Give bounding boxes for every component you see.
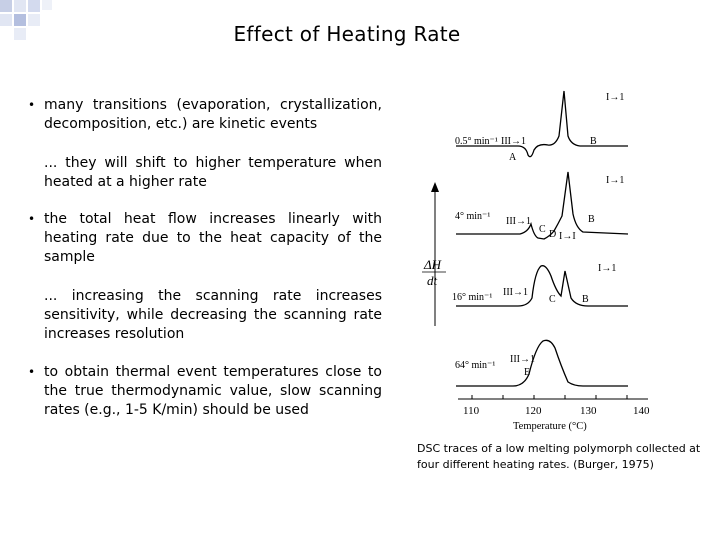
trace-16-rate: 16° min⁻¹	[452, 292, 492, 303]
trace-4-label-ii: I→I	[559, 231, 576, 242]
trace-4-label-c: C	[539, 224, 546, 235]
x-tick-130: 130	[580, 405, 597, 417]
y-axis-label-bottom: dt	[427, 273, 438, 288]
trace-64-rate: 64° min⁻¹	[455, 360, 495, 371]
subpoint-sensitivity-resolution: ... increasing the scanning rate increas…	[44, 288, 382, 342]
trace-0.5-label-b: B	[590, 136, 597, 147]
trace-64-curve	[456, 339, 628, 387]
bullet-text: the total heat flow increases linearly w…	[44, 211, 382, 265]
figure-caption: DSC traces of a low melting polymorph co…	[417, 442, 701, 471]
trace-0.5-label-iii1: III→1	[501, 136, 526, 147]
bullet-kinetic-events: • many transitions (evaporation, crystal…	[26, 96, 382, 134]
trace-0.5-label-a: A	[509, 152, 517, 163]
corner-decoration	[0, 0, 52, 40]
slide-title: Effect of Heating Rate	[233, 22, 461, 46]
x-tick-140: 140	[633, 405, 650, 417]
trace-0.5-curve	[456, 90, 628, 158]
trace-4-curve	[456, 171, 629, 240]
trace-16-label-iii1: III→1	[503, 287, 528, 298]
trace-16-label-c: C	[549, 294, 556, 305]
dsc-traces-figure: ΔH dt 0.5° min⁻¹ I→1 III→1 A B 4° min⁻¹ …	[422, 90, 650, 432]
trace-0.5-label-i1: I→1	[606, 92, 624, 103]
bullet-scanning-rates: • to obtain thermal event temperatures c…	[26, 363, 382, 420]
trace-4-label-b: B	[588, 214, 595, 225]
trace-4-label-i1: I→1	[606, 175, 624, 186]
trace-16-curve	[456, 265, 628, 307]
trace-4-rate: 4° min⁻¹	[455, 211, 490, 222]
trace-4-label-d: D	[549, 229, 556, 240]
trace-16-label-i1: I→1	[598, 263, 616, 274]
subpoint-higher-temperature: ... they will shift to higher temperatur…	[44, 155, 382, 190]
trace-4-label-iii1: III→1	[506, 216, 531, 227]
trace-64-label-e: E	[524, 367, 530, 378]
trace-64-label-iii1: III→1	[510, 354, 535, 365]
bullet-glyph: •	[28, 365, 36, 379]
bullet-list: • many transitions (evaporation, crystal…	[26, 96, 382, 420]
trace-0.5-rate: 0.5° min⁻¹	[455, 136, 498, 147]
bullet-glyph: •	[28, 98, 36, 112]
x-axis-label: Temperature (°C)	[513, 421, 587, 432]
y-axis-label-top: ΔH	[423, 257, 442, 272]
x-tick-110: 110	[463, 405, 480, 417]
bullet-text: to obtain thermal event temperatures clo…	[44, 364, 382, 418]
trace-16-label-b: B	[582, 294, 589, 305]
bullet-glyph: •	[28, 212, 36, 226]
bullet-heat-flow: • the total heat flow increases linearly…	[26, 210, 382, 267]
bullet-text: many transitions (evaporation, crystalli…	[44, 97, 382, 132]
x-tick-120: 120	[525, 405, 542, 417]
